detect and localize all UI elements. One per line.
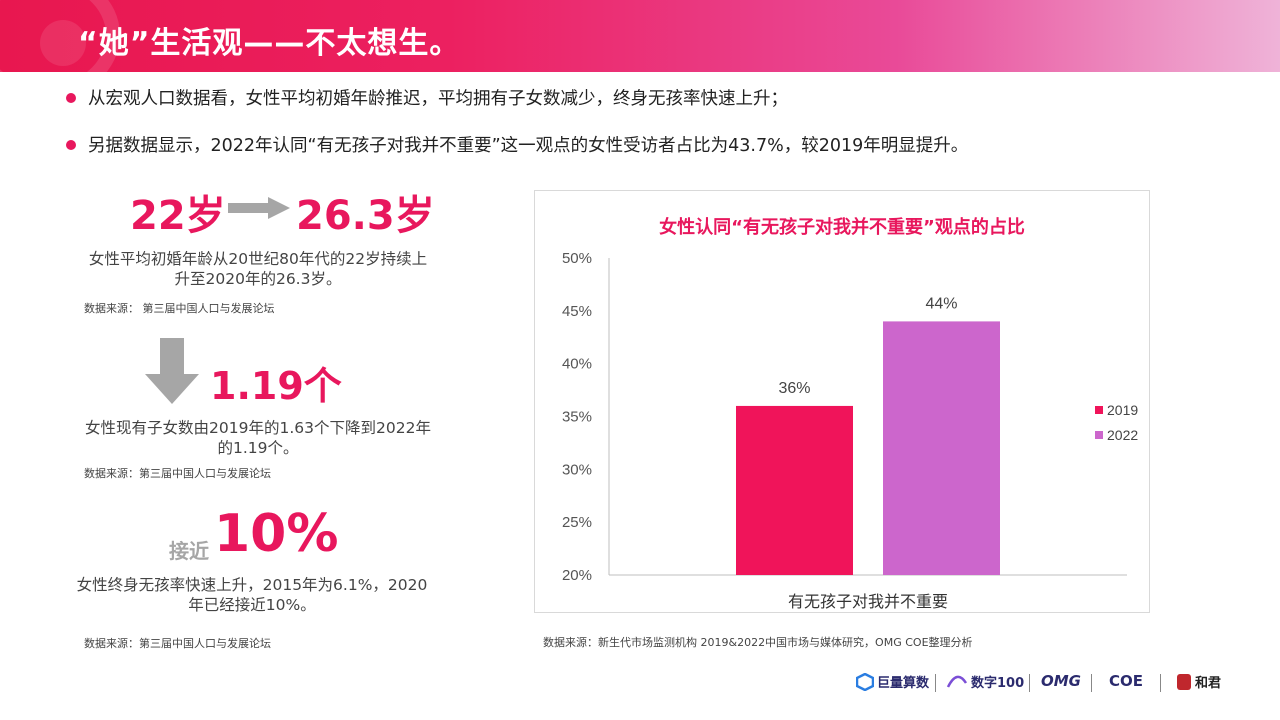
- bullet-dot-icon: [66, 139, 76, 150]
- bullet-text: 另据数据显示，2022年认同“有无孩子对我并不重要”这一观点的女性受访者占比为4…: [88, 136, 969, 156]
- y-tick-label: 20%: [562, 567, 592, 584]
- eye-decoration: [0, 0, 120, 72]
- children-description: 女性现有子女数由2019年的1.63个下降到2022年 的1.19个。: [85, 419, 431, 457]
- logo-separator: [935, 674, 936, 692]
- header-banner: “她”生活观——不太想生。: [0, 0, 1280, 72]
- children-source: 数据来源：第三届中国人口与发展论坛: [84, 467, 271, 480]
- logo-juliang: 巨量算数: [856, 672, 929, 691]
- childless-value: 10%: [214, 504, 339, 564]
- logo-separator: [1160, 674, 1161, 692]
- legend-swatch-2019: [1095, 406, 1103, 414]
- bullet-text: 从宏观人口数据看，女性平均初婚年龄推迟，平均拥有子女数减少，终身无孩率快速上升；: [88, 89, 788, 109]
- legend-swatch-2022: [1095, 431, 1103, 439]
- logo-shuzi100: 数字100: [946, 672, 1024, 691]
- children-value: 1.19个: [210, 364, 342, 408]
- arrow-right-icon: [228, 197, 290, 219]
- y-tick-label: 45%: [562, 303, 592, 320]
- y-tick-label: 50%: [562, 250, 592, 267]
- age-to-value: 26.3岁: [296, 193, 435, 239]
- bar-2019: [736, 405, 853, 575]
- bullet-point-2: 另据数据显示，2022年认同“有无孩子对我并不重要”这一观点的女性受访者占比为4…: [66, 132, 968, 157]
- arrow-down-icon: [145, 338, 199, 404]
- bar-2022: [883, 321, 1000, 575]
- chart-container: 女性认同“有无孩子对我并不重要”观点的占比 20% 25% 30% 35% 40% 45%…: [534, 190, 1150, 613]
- eye-pupil-decoration: [40, 20, 86, 66]
- bullet-dot-icon: [66, 92, 76, 103]
- y-tick-label: 30%: [562, 461, 592, 478]
- childless-description: 女性终身无孩率快速上升，2015年为6.1%，2020 年已经接近10%。: [76, 576, 428, 614]
- bar-chart: 20% 25% 30% 35% 40% 45% 50% 36% 44% 有无孩子对我并不重要 201…: [562, 250, 1138, 611]
- y-tick-label: 35%: [562, 409, 592, 426]
- logo-coe: COE: [1109, 672, 1144, 690]
- hejun-seal-icon: [1177, 673, 1191, 690]
- juliang-logo-icon: [856, 672, 874, 691]
- bullet-point-1: 从宏观人口数据看，女性平均初婚年龄推迟，平均拥有子女数减少，终身无孩率快速上升；: [66, 85, 788, 110]
- childless-prefix: 接近: [169, 539, 209, 563]
- age-description: 女性平均初婚年龄从20世纪80年代的22岁持续上 升至2020年的26.3岁。: [88, 250, 428, 288]
- chart-source: 数据来源：新生代市场监测机构 2019&2022中国市场与媒体研究，OMG CO…: [543, 636, 973, 649]
- logo-omg: OMG: [1041, 672, 1081, 690]
- logo-separator: [1091, 674, 1092, 692]
- y-tick-label: 40%: [562, 356, 592, 373]
- shuzi100-logo-icon: [946, 675, 968, 688]
- y-tick-label: 25%: [562, 514, 592, 531]
- legend-label-2022: 2022: [1107, 427, 1138, 443]
- logo-hejun: 和君: [1176, 672, 1221, 691]
- data-label-2022: 44%: [925, 295, 957, 312]
- data-label-2019: 36%: [778, 380, 810, 397]
- page-title: “她”生活观——不太想生。: [78, 26, 461, 61]
- age-from-value: 22岁: [130, 193, 226, 239]
- chart-title: 女性认同“有无孩子对我并不重要”观点的占比: [659, 217, 1025, 238]
- legend-label-2019: 2019: [1107, 402, 1138, 418]
- age-source: 数据来源： 第三届中国人口与发展论坛: [84, 302, 275, 315]
- childless-source: 数据来源：第三届中国人口与发展论坛: [84, 637, 271, 650]
- x-category-label: 有无孩子对我并不重要: [788, 592, 948, 611]
- logo-separator: [1029, 674, 1030, 692]
